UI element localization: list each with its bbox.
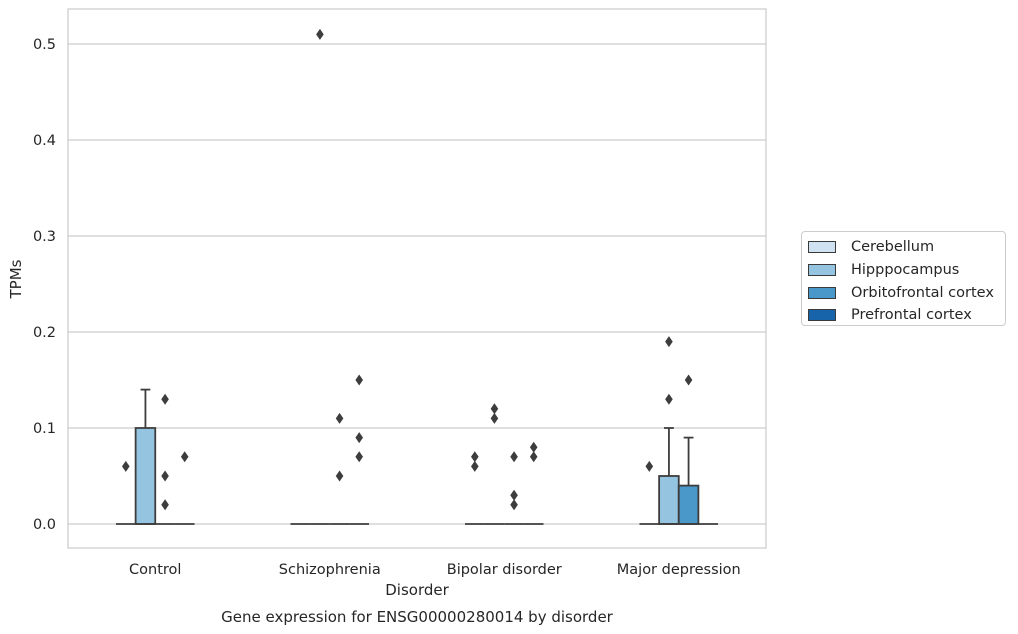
outlier-point (355, 374, 363, 386)
outlier-point (684, 374, 693, 386)
x-tick-label: Bipolar disorder (447, 562, 562, 578)
box (329, 412, 350, 525)
y-axis-ticks: 0.0 0.1 0.2 0.3 0.4 0.5 (33, 37, 56, 533)
box-body (134, 427, 157, 525)
x-tick-label: Control (129, 562, 181, 578)
y-tick-label: 0.3 (33, 229, 56, 245)
outlier-point (161, 499, 169, 511)
outlier-point (122, 460, 130, 472)
y-tick-label: 0.1 (33, 421, 56, 437)
box (504, 451, 524, 525)
outlier-point (316, 28, 324, 40)
outlier-point (529, 451, 538, 463)
legend-swatch (808, 309, 836, 322)
outlier-point (529, 441, 538, 453)
box (134, 388, 157, 525)
y-tick-label: 0.2 (33, 325, 56, 341)
box-body (658, 475, 680, 525)
plot-area (68, 9, 766, 548)
outlier-point (510, 451, 518, 463)
box (677, 374, 700, 525)
outlier-point (161, 393, 169, 405)
box (310, 28, 330, 525)
outlier-point (510, 499, 518, 511)
y-tick-label: 0.5 (33, 37, 56, 53)
outlier-point (471, 451, 479, 463)
box-series (115, 28, 719, 525)
legend-swatch (808, 264, 836, 277)
x-axis-ticks: Control Schizophrenia Bipolar disorder Majo… (129, 562, 741, 578)
legend-label: Prefrontal cortex (851, 307, 972, 324)
legend-item: Prefrontal cortex (808, 304, 1005, 327)
outlier-point (665, 336, 673, 348)
box (174, 451, 195, 525)
outlier-point (645, 460, 654, 472)
box (523, 441, 544, 525)
plot-frame (67, 8, 767, 549)
outlier-point (665, 393, 673, 405)
outlier-point (471, 460, 479, 472)
x-tick-label: Major depression (617, 562, 741, 578)
legend-item: Cerebellum (808, 236, 1005, 259)
box (639, 460, 660, 525)
x-tick-label: Schizophrenia (279, 562, 381, 578)
legend-label: Orbitofrontal cortex (851, 284, 994, 301)
outlier-point (161, 470, 169, 482)
box (484, 403, 505, 525)
outlier-point (335, 412, 344, 424)
box (464, 451, 485, 525)
outlier-point (355, 432, 363, 444)
legend: Cerebellum Hipppocampus Orbitofrontal cort… (801, 231, 1006, 326)
y-tick-label: 0.4 (33, 133, 56, 149)
box-body (677, 484, 700, 525)
legend-swatch (808, 241, 836, 254)
outlier-point (355, 451, 363, 463)
outlier-point (490, 412, 499, 424)
outlier-point (490, 403, 499, 415)
outlier-point (180, 451, 189, 463)
legend-label: Cerebellum (851, 239, 935, 256)
box (155, 393, 175, 525)
y-tick-label: 0.0 (33, 517, 56, 533)
outlier-point (335, 470, 344, 482)
box (349, 374, 370, 525)
x-axis-label: Disorder (385, 581, 449, 599)
box (658, 336, 680, 525)
chart-caption: Gene expression for ENSG00000280014 by d… (221, 608, 614, 626)
box (115, 460, 136, 525)
legend-label: Hipppocampus (851, 262, 960, 279)
legend-item: Hipppocampus (808, 259, 1005, 282)
outlier-point (510, 489, 518, 501)
legend-item: Orbitofrontal cortex (808, 281, 1005, 304)
legend-swatch (808, 286, 836, 299)
y-axis-label: TPMs (7, 259, 25, 299)
